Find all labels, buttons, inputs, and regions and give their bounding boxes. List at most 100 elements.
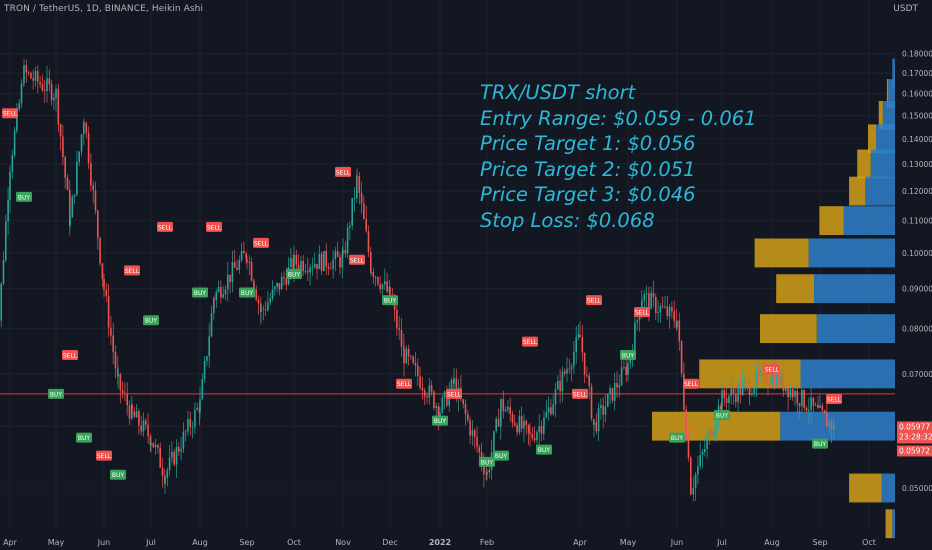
candle-body [697,466,699,475]
candle-body [400,329,403,347]
candle-body [403,350,405,364]
signal-box [634,307,650,318]
candle-body [412,356,414,363]
candle-body [671,306,673,312]
candle-body [502,399,505,412]
candle-body [262,308,265,310]
sell-signal: SELL [446,388,462,399]
candle-body [485,474,487,476]
candle-body [421,387,424,391]
sell-signal: SELL [335,166,351,177]
x-tick-label: May [48,538,65,547]
y-tick-label: 0.14000 [902,135,932,144]
candle-body [511,413,514,423]
x-tick-label: Apr [3,538,18,547]
candle-body [55,88,57,99]
prev-price-tag [897,445,932,457]
candle-body [728,395,730,403]
candle-body [231,262,234,282]
candle-body [699,454,701,467]
sell-signal: SELL [349,254,365,265]
candle-body [374,277,377,278]
candle-body [419,376,421,388]
candle-body [304,270,307,272]
candle-body [386,281,388,292]
candle-body [476,436,478,448]
candle-body [805,407,808,411]
candle-body [764,369,767,384]
signal-box [493,450,509,461]
candle-body [92,185,94,191]
signal-label: BUY [241,290,254,297]
candle-body [238,260,241,270]
candle-body [64,157,66,178]
signal-label: SELL [684,381,699,388]
candle-body [398,328,400,330]
candle-body [812,397,815,406]
candle-body [103,278,105,290]
signal-box [572,388,588,399]
candle-body [826,413,828,427]
candle-body [336,251,339,257]
candle-body [507,406,509,410]
candle-body [23,65,25,83]
candle-body [778,372,780,385]
candle-body [801,389,803,407]
price-axis[interactable]: 0.040000.050000.060000.070000.080000.090… [902,50,932,550]
candle-body [473,430,476,437]
candle-body [30,72,32,79]
candle-body [57,88,60,125]
candle-body [762,369,765,371]
candle-body [748,381,751,395]
candle-body [233,262,236,268]
chart-title: TRON / TetherUS, 1D, BINANCE, Heikin Ash… [4,4,204,14]
candle-body [796,390,799,404]
candle-body [648,293,650,310]
signal-box [192,287,208,298]
candle-body [187,419,189,432]
buy-signal: BUY [286,268,302,279]
candle-body [367,231,370,252]
candle-body [500,405,502,427]
candle-body [201,379,204,400]
buy-signal: BUY [432,415,448,426]
buy-signal: BUY [239,287,255,298]
candle-body [690,493,692,495]
candle-body [171,451,173,458]
sell-signal: SELL [124,265,140,276]
candle-body [673,311,675,322]
candle-body [706,437,708,450]
signal-box [239,287,255,298]
signal-label: SELL [207,224,222,231]
candle-body [593,422,595,425]
time-axis[interactable]: AprMayJunJulAugSepOctNovDec2022FebMarApr… [0,538,876,547]
candle-body [342,250,344,255]
candle-body [782,373,785,391]
profile-bar-up [888,79,895,108]
candle-body [625,366,627,375]
candle-body [516,425,518,433]
sell-signal: SELL [2,108,18,119]
signal-label: SELL [765,367,780,374]
x-tick-label: Sep [812,538,827,547]
candle-body [493,431,495,453]
signal-box [62,350,78,361]
candle-body [191,426,194,428]
candle-body [213,298,215,301]
x-tick-label: May [620,538,637,547]
profile-bar-down [857,149,871,179]
candle-body [147,424,149,436]
candle-body [166,470,169,478]
candle-body [627,363,629,375]
candle-body [573,351,575,367]
y-tick-label: 0.05000 [902,484,932,493]
candle-body [276,283,278,288]
candle-body [664,306,666,308]
candle-body [659,306,662,313]
candle-body [157,444,159,448]
candle-body [407,348,410,357]
signal-label: BUY [194,290,207,297]
candle-body [217,286,220,292]
candle-body [467,413,469,421]
